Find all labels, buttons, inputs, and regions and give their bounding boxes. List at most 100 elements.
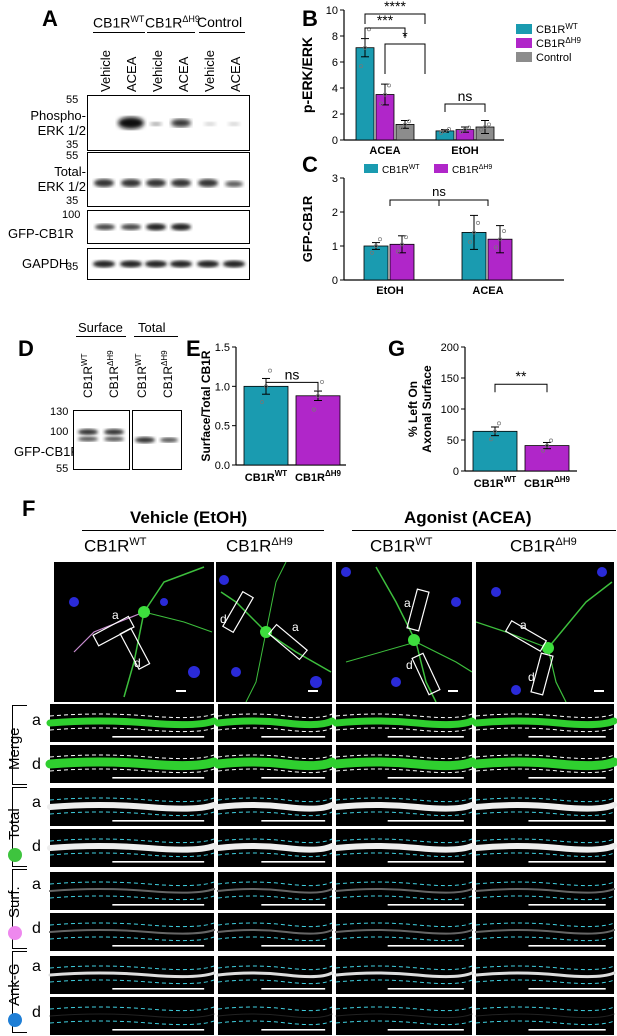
data-point <box>403 122 407 127</box>
significance-bracket <box>389 199 489 206</box>
roi-label: a <box>520 618 527 632</box>
roi-outline <box>335 811 473 817</box>
axon-signal <box>472 717 617 729</box>
axon-signal <box>334 971 474 979</box>
row-letter: a <box>32 876 41 893</box>
data-point <box>541 448 545 453</box>
strip-image <box>336 913 472 951</box>
x-tick-label: ACEA <box>472 285 503 297</box>
ankg-dot-icon <box>8 1013 22 1027</box>
chart-g: 0 50 100 150 200 % Left On Axonal Surface CB1RW… <box>406 342 577 490</box>
lane-label: ACEA <box>228 56 243 92</box>
roi-outline <box>335 881 473 887</box>
y-tick-label: 1 <box>332 241 338 253</box>
roi-outline <box>49 895 215 901</box>
y-axis-label: Axonal Surface <box>420 365 434 453</box>
group-header: Control <box>197 14 243 30</box>
blot-surface <box>73 410 130 470</box>
data-point <box>370 250 374 255</box>
data-point <box>489 437 493 442</box>
significance-bracket <box>364 27 406 38</box>
data-point <box>472 230 476 235</box>
group-header: CB1RWT <box>93 14 145 31</box>
bar <box>295 395 341 466</box>
condition-header: Vehicle (EtOH) <box>130 508 248 527</box>
axon-signal <box>333 802 475 812</box>
scale-bar <box>528 988 606 990</box>
lane-label: Vehicle <box>202 50 217 92</box>
y-tick-label: 2 <box>332 207 338 219</box>
roi-outline <box>475 965 615 971</box>
column-header: CB1RΔH9 <box>226 536 293 556</box>
strip-image <box>476 913 614 951</box>
y-tick-label: 4 <box>332 83 338 95</box>
roi-label: d <box>528 670 535 684</box>
axon-signal <box>49 929 215 935</box>
scale-bar <box>387 820 464 822</box>
scale-bar <box>528 904 606 906</box>
roi-outline <box>475 979 615 985</box>
overview-image: a d <box>336 562 472 702</box>
scale-bar <box>528 736 606 738</box>
roi-outline <box>475 895 615 901</box>
x-tick-label: ACEA <box>369 145 400 157</box>
bar <box>363 245 389 281</box>
roi-outline <box>335 754 473 760</box>
roi-outline <box>475 713 615 719</box>
scale-bar <box>528 777 606 779</box>
data-point <box>407 119 411 124</box>
axon-signal <box>335 888 473 894</box>
roi-outline <box>49 713 215 719</box>
mw-marker: 55 <box>66 150 79 162</box>
chart-c: 0 1 2 3 GFP-CB1R EtOH ACEA ns CB1RWT CB1RΔH9 <box>300 164 564 297</box>
lane-label: CB1RWT <box>134 353 149 398</box>
significance-label: * <box>402 28 408 44</box>
roi-outline <box>335 1020 473 1026</box>
scale-bar <box>261 736 326 738</box>
scale-bar <box>112 945 205 947</box>
roi-outline <box>49 1020 215 1026</box>
y-tick-label: 150 <box>441 373 459 385</box>
axon-signal <box>214 717 336 729</box>
data-point <box>439 130 443 135</box>
data-point <box>363 45 367 50</box>
strip-image <box>476 997 614 1035</box>
significance-label: ns <box>432 184 446 199</box>
data-point <box>459 129 463 134</box>
roi-outline <box>49 936 215 942</box>
scale-bar <box>387 1029 464 1031</box>
panel-letter-a: A <box>42 6 58 31</box>
roi-outline <box>475 881 615 887</box>
axon-signal <box>215 802 335 812</box>
roi-outline <box>49 727 215 733</box>
scale-bar <box>261 1029 326 1031</box>
surface-dot-icon <box>8 926 22 940</box>
x-tick-label: CB1RWT <box>474 475 517 490</box>
axon-signal <box>474 971 616 979</box>
y-axis-label: p-ERK/ERK <box>299 37 315 113</box>
data-point <box>502 229 506 233</box>
overview-image: a d <box>476 562 614 702</box>
roi-outline <box>475 838 615 844</box>
panel-letter-f: F <box>22 496 36 521</box>
y-tick-label: 10 <box>326 5 338 17</box>
roi-outline <box>475 811 615 817</box>
mw-marker: 55 <box>66 94 79 106</box>
roi-outline <box>49 838 215 844</box>
roi-outline <box>335 895 473 901</box>
roi-label: d <box>134 656 141 670</box>
roi-outline <box>49 922 215 928</box>
axon-signal <box>217 888 333 894</box>
roi-outline <box>49 852 215 858</box>
row-letter: a <box>32 712 41 729</box>
scale-bar <box>387 945 464 947</box>
y-tick-label: 1.0 <box>215 381 230 393</box>
axon-signal <box>331 757 477 771</box>
strip-image <box>336 997 472 1035</box>
significance-bracket <box>494 383 548 393</box>
y-axis-label: GFP-CB1R <box>300 195 315 262</box>
legend-entry: CB1RWT <box>536 22 578 36</box>
row-letter: d <box>32 1004 41 1021</box>
